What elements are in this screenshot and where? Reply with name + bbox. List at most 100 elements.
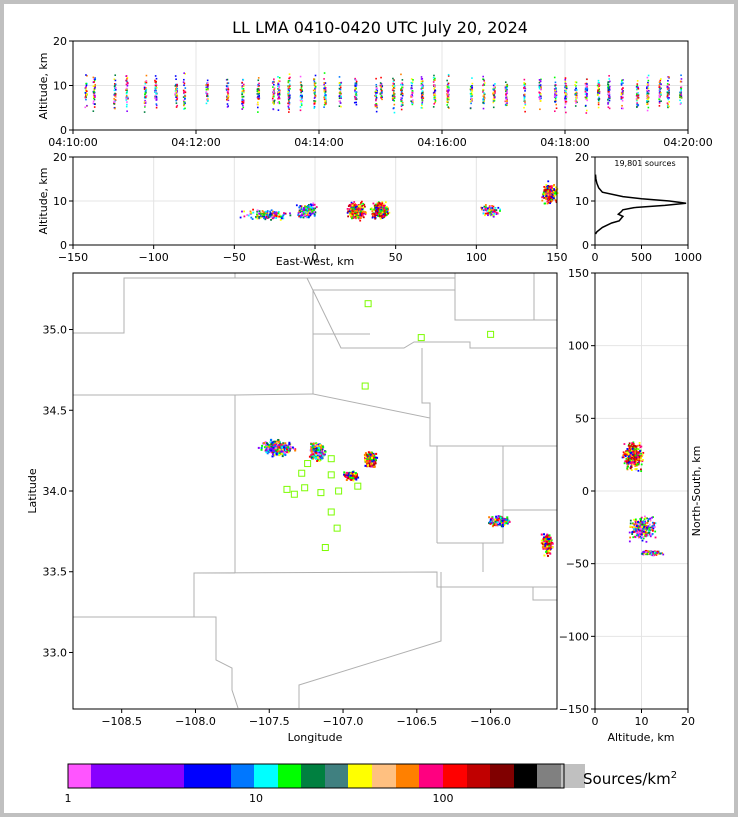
source-point	[446, 97, 449, 99]
source-point	[183, 82, 186, 85]
source-point	[647, 106, 650, 109]
source-point	[314, 87, 316, 90]
source-point	[500, 520, 503, 523]
source-point	[383, 215, 386, 218]
source-point	[299, 207, 302, 210]
source-point	[371, 456, 374, 459]
source-point	[258, 98, 260, 100]
source-point	[241, 81, 244, 84]
source-point	[434, 97, 437, 100]
source-point	[644, 520, 647, 523]
station-marker	[290, 490, 298, 498]
source-point	[281, 443, 284, 446]
source-point	[287, 451, 290, 454]
source-point	[647, 79, 650, 82]
source-point	[289, 88, 291, 90]
source-point	[448, 89, 450, 91]
source-point	[275, 212, 278, 215]
source-point	[310, 453, 313, 456]
source-point	[401, 88, 404, 91]
source-point	[305, 212, 308, 214]
source-point	[361, 212, 364, 215]
source-point	[538, 94, 541, 96]
source-point	[207, 88, 209, 91]
source-point	[523, 98, 526, 100]
source-point	[373, 465, 376, 468]
source-point	[355, 83, 358, 85]
source-point	[421, 101, 424, 104]
source-point	[489, 522, 492, 525]
source-point	[370, 460, 373, 463]
source-point	[627, 455, 630, 458]
source-point	[364, 459, 367, 462]
source-point	[400, 93, 402, 96]
source-point	[272, 216, 275, 219]
source-point	[630, 459, 633, 462]
source-point	[281, 448, 284, 451]
source-point	[114, 84, 116, 87]
source-point	[325, 95, 327, 97]
source-point	[421, 83, 424, 86]
source-point	[666, 96, 669, 98]
source-point	[379, 210, 382, 213]
source-point	[380, 214, 383, 217]
source-point	[113, 100, 116, 102]
source-point	[93, 78, 95, 81]
source-point	[362, 206, 365, 209]
source-point	[546, 534, 549, 537]
source-point	[575, 95, 578, 98]
source-point	[634, 451, 637, 454]
source-point	[586, 89, 588, 92]
source-point	[144, 99, 146, 102]
source-point	[384, 214, 387, 217]
source-point	[639, 459, 642, 462]
source-point	[446, 91, 449, 94]
source-point	[323, 103, 326, 106]
source-point	[144, 97, 147, 99]
source-point	[634, 465, 637, 467]
source-point	[354, 216, 357, 218]
source-point	[358, 209, 361, 212]
source-point	[354, 77, 356, 80]
source-point	[401, 86, 403, 89]
source-point	[256, 210, 259, 213]
source-point	[273, 78, 275, 80]
source-point	[324, 90, 327, 93]
source-point	[256, 96, 259, 99]
source-point	[381, 96, 383, 98]
source-point	[647, 96, 650, 99]
source-point	[310, 443, 313, 446]
source-point	[280, 452, 283, 455]
histogram-x-ticks: 0 500 1000	[592, 245, 702, 264]
source-point	[316, 444, 319, 447]
source-point	[278, 452, 281, 455]
source-point	[114, 100, 116, 103]
source-point	[351, 215, 354, 218]
source-point	[299, 205, 302, 207]
source-point	[549, 185, 552, 188]
source-point	[636, 80, 639, 82]
source-point	[608, 88, 610, 90]
source-point	[288, 92, 291, 94]
source-point	[410, 87, 413, 90]
source-point	[620, 95, 623, 98]
source-point	[542, 537, 545, 540]
source-point	[324, 92, 326, 95]
source-point	[92, 102, 95, 105]
source-point	[469, 85, 472, 88]
source-point	[410, 78, 413, 80]
source-point	[241, 93, 244, 96]
source-point	[393, 89, 395, 92]
source-point	[281, 455, 284, 458]
source-point	[545, 547, 548, 550]
source-point	[376, 208, 379, 211]
source-point	[597, 101, 600, 104]
source-point	[392, 80, 395, 83]
source-point	[543, 554, 546, 557]
source-point	[301, 84, 303, 87]
source-point	[320, 447, 323, 450]
source-point	[492, 106, 495, 109]
source-point	[523, 84, 526, 87]
